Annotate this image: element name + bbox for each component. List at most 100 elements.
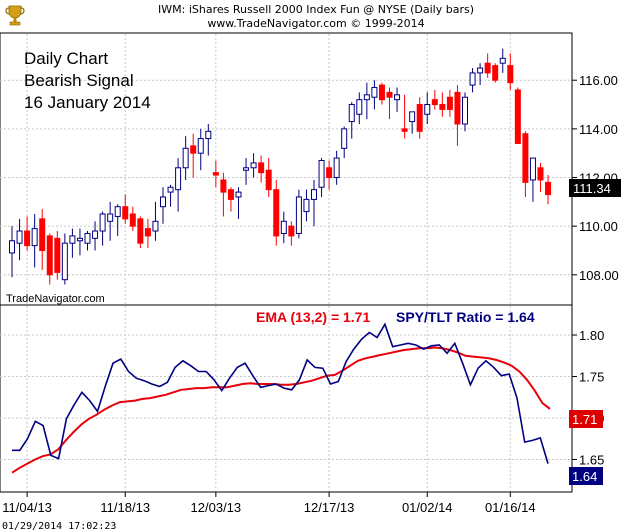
candle bbox=[273, 179, 280, 246]
candle-body bbox=[212, 172, 219, 176]
ratio-lines bbox=[11, 322, 551, 474]
candle bbox=[107, 201, 114, 241]
candle-body bbox=[99, 213, 106, 232]
legend-ratio: SPY/TLT Ratio = 1.64 bbox=[396, 309, 535, 325]
candle bbox=[122, 194, 129, 224]
candle bbox=[220, 172, 227, 217]
candle bbox=[265, 158, 272, 197]
candle-body bbox=[522, 133, 529, 183]
annotation-line-2: Bearish Signal bbox=[24, 71, 134, 90]
candle bbox=[295, 189, 302, 239]
candle-body bbox=[348, 104, 355, 123]
candle bbox=[61, 233, 68, 285]
candle bbox=[9, 226, 15, 278]
candle-body bbox=[197, 138, 204, 154]
candle-body bbox=[318, 159, 325, 188]
price-tick-label: 114.00 bbox=[579, 122, 618, 137]
price-tick-label: 108.00 bbox=[579, 268, 619, 283]
candle bbox=[507, 53, 514, 90]
x-tick-label: 01/02/14 bbox=[402, 500, 453, 515]
candle-body bbox=[46, 235, 53, 276]
trophy-icon bbox=[5, 5, 25, 26]
candle-body bbox=[394, 94, 401, 101]
candle-body bbox=[288, 225, 295, 237]
candle bbox=[99, 211, 106, 246]
candle bbox=[378, 82, 385, 105]
candle-body bbox=[280, 220, 287, 234]
candle bbox=[160, 187, 166, 224]
candle bbox=[212, 160, 219, 188]
candle bbox=[484, 53, 491, 78]
timestamp: 01/29/2014 17:02:23 bbox=[2, 521, 116, 532]
candle bbox=[243, 158, 250, 185]
candle bbox=[114, 204, 121, 236]
candlestick-series bbox=[9, 48, 552, 285]
candle bbox=[182, 136, 189, 180]
price-tick-label: 110.00 bbox=[579, 219, 618, 234]
copyright-line: www.TradeNavigator.com © 1999-2014 bbox=[207, 17, 425, 30]
candle-body bbox=[220, 179, 227, 193]
candle-body bbox=[311, 189, 317, 200]
candle-body bbox=[190, 145, 197, 154]
candle bbox=[76, 228, 83, 256]
candle bbox=[477, 63, 484, 86]
candle-body bbox=[114, 206, 121, 217]
candle-body bbox=[39, 218, 46, 251]
candle bbox=[137, 216, 144, 249]
candle bbox=[175, 158, 182, 212]
last-price-label-bg bbox=[569, 179, 621, 197]
candle bbox=[167, 184, 174, 207]
candle bbox=[54, 231, 61, 280]
ratio-panel-frame bbox=[0, 304, 573, 493]
candle bbox=[205, 124, 212, 156]
candle bbox=[401, 94, 408, 139]
candle bbox=[227, 187, 234, 212]
candle-body bbox=[243, 167, 250, 171]
candle bbox=[280, 211, 287, 244]
candle bbox=[394, 87, 401, 112]
x-tick-label: 12/03/13 bbox=[191, 500, 242, 515]
candle-body bbox=[235, 191, 242, 198]
candle bbox=[537, 162, 544, 193]
annotation-line-1: Daily Chart bbox=[24, 49, 108, 68]
candle bbox=[492, 63, 499, 83]
candle-body bbox=[54, 237, 61, 273]
annotation-line-3: 16 January 2014 bbox=[24, 93, 151, 112]
candle bbox=[46, 233, 53, 285]
candle bbox=[303, 189, 310, 222]
candle-body bbox=[492, 65, 499, 81]
candle bbox=[235, 187, 242, 219]
candle-body bbox=[371, 87, 378, 98]
candle-body bbox=[84, 232, 91, 244]
x-tick-label: 11/18/13 bbox=[100, 500, 150, 515]
candle-body bbox=[424, 104, 431, 115]
candle-body bbox=[152, 220, 159, 232]
candle bbox=[250, 153, 257, 178]
candle-body bbox=[122, 206, 129, 220]
candle bbox=[363, 82, 370, 120]
price-tick-label: 116.00 bbox=[579, 73, 618, 88]
ema-value-label-bg bbox=[569, 410, 603, 428]
candle-body bbox=[356, 99, 363, 115]
candle-body bbox=[499, 57, 506, 64]
candle bbox=[24, 216, 31, 251]
candle-body bbox=[401, 128, 408, 132]
ratio-value-label: 1.64 bbox=[572, 469, 597, 484]
candle-body bbox=[363, 94, 370, 101]
candle bbox=[522, 131, 529, 197]
candle bbox=[439, 92, 446, 117]
candle-body bbox=[295, 196, 302, 234]
ratio-y-axis: 1.801.751.701.65 bbox=[572, 328, 604, 467]
candle bbox=[424, 92, 431, 124]
candle-body bbox=[9, 240, 15, 254]
candle bbox=[545, 175, 552, 205]
x-tick-label: 01/16/14 bbox=[485, 500, 536, 515]
candle bbox=[333, 150, 340, 185]
ratio-tick-label: 1.65 bbox=[579, 452, 604, 467]
candle-body bbox=[205, 130, 212, 140]
ema-value-label: 1.71 bbox=[572, 412, 597, 427]
candle-body bbox=[61, 242, 68, 281]
watermark-text: TradeNavigator.com bbox=[6, 293, 105, 305]
candle bbox=[409, 111, 416, 134]
